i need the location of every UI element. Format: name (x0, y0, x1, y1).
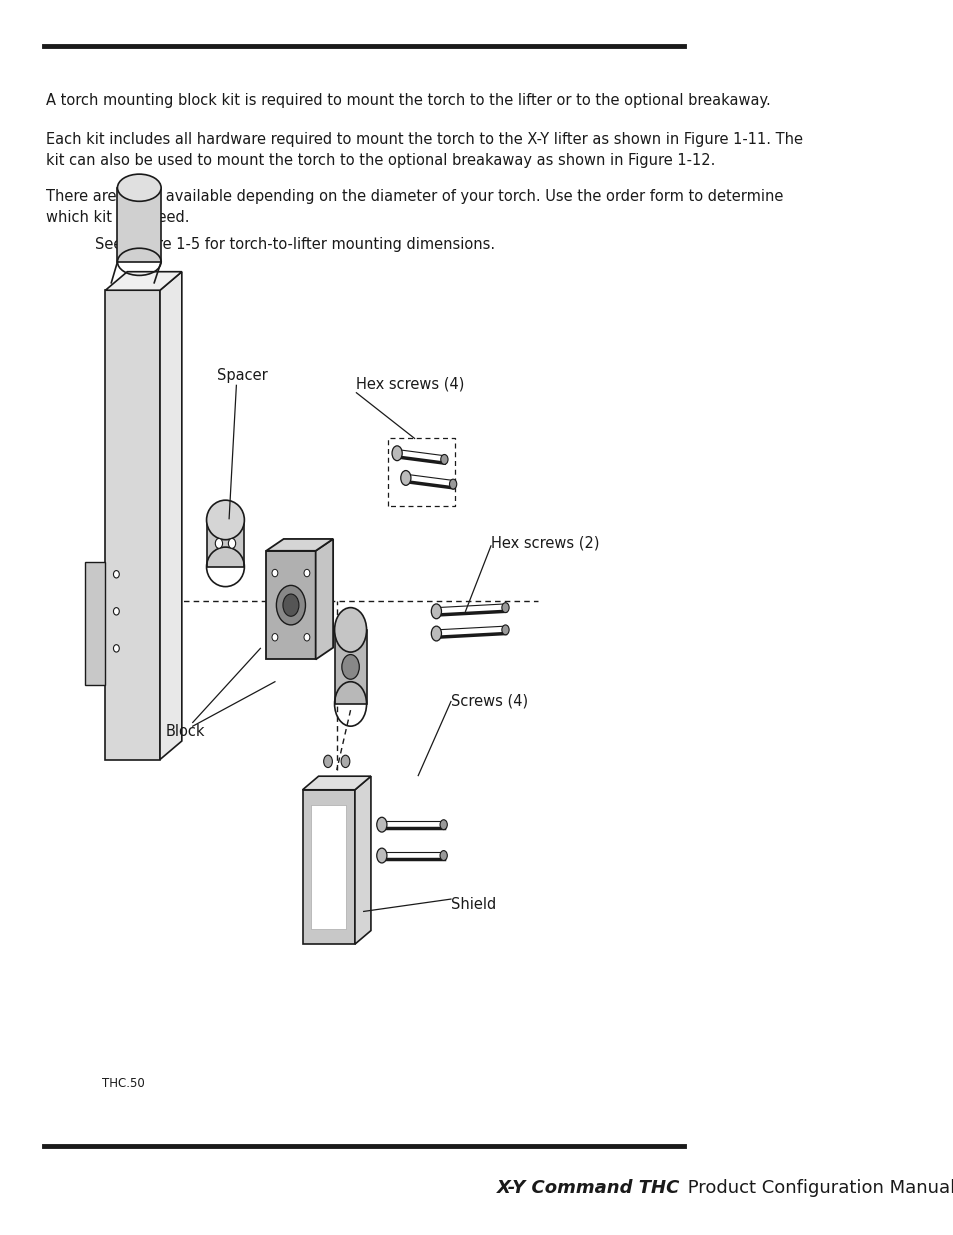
Text: Block: Block (166, 724, 205, 739)
Ellipse shape (304, 569, 310, 577)
Text: Product Configuration Manual: Product Configuration Manual (680, 1179, 953, 1197)
Polygon shape (355, 777, 371, 945)
Ellipse shape (440, 454, 448, 464)
Polygon shape (85, 562, 106, 685)
Polygon shape (160, 272, 182, 760)
Text: A torch mounting block kit is required to mount the torch to the lifter or to th: A torch mounting block kit is required t… (46, 93, 770, 107)
Text: Screws (4): Screws (4) (451, 694, 528, 709)
Ellipse shape (117, 174, 161, 201)
Polygon shape (117, 188, 161, 262)
Text: Each kit includes all hardware required to mount the torch to the X-Y lifter as : Each kit includes all hardware required … (46, 132, 802, 168)
Polygon shape (315, 538, 333, 659)
Ellipse shape (272, 569, 277, 577)
Ellipse shape (439, 851, 447, 861)
Ellipse shape (283, 594, 298, 616)
Text: THC.50: THC.50 (102, 1077, 145, 1089)
Text: Hex screws (2): Hex screws (2) (491, 536, 598, 551)
Ellipse shape (207, 500, 244, 540)
Polygon shape (266, 551, 315, 659)
Polygon shape (311, 805, 346, 929)
Ellipse shape (501, 625, 509, 635)
Ellipse shape (304, 634, 310, 641)
Ellipse shape (113, 645, 119, 652)
Ellipse shape (323, 755, 332, 767)
Ellipse shape (501, 603, 509, 613)
Polygon shape (266, 538, 333, 551)
Polygon shape (302, 790, 355, 945)
Ellipse shape (113, 608, 119, 615)
Text: There are 3 kits available depending on the diameter of your torch. Use the orde: There are 3 kits available depending on … (46, 189, 782, 225)
Ellipse shape (341, 655, 359, 679)
Ellipse shape (215, 538, 222, 548)
Ellipse shape (392, 446, 402, 461)
Ellipse shape (113, 571, 119, 578)
Polygon shape (302, 777, 371, 790)
Ellipse shape (400, 471, 411, 485)
Ellipse shape (376, 848, 387, 863)
Ellipse shape (449, 479, 456, 489)
Ellipse shape (439, 820, 447, 830)
Text: Spacer: Spacer (216, 368, 267, 383)
Ellipse shape (272, 634, 277, 641)
Ellipse shape (341, 755, 350, 767)
Ellipse shape (376, 818, 387, 832)
Text: See Figure 1-5 for torch-to-lifter mounting dimensions.: See Figure 1-5 for torch-to-lifter mount… (94, 237, 495, 252)
Polygon shape (335, 630, 366, 704)
Polygon shape (207, 520, 244, 567)
Polygon shape (106, 290, 160, 760)
Text: X-Y Command THC: X-Y Command THC (497, 1179, 679, 1197)
Text: Shield: Shield (451, 897, 496, 911)
Ellipse shape (431, 626, 441, 641)
Ellipse shape (431, 604, 441, 619)
Ellipse shape (228, 538, 235, 548)
Ellipse shape (276, 585, 305, 625)
Text: Hex screws (4): Hex screws (4) (356, 377, 464, 391)
Ellipse shape (335, 608, 366, 652)
Polygon shape (106, 272, 182, 290)
